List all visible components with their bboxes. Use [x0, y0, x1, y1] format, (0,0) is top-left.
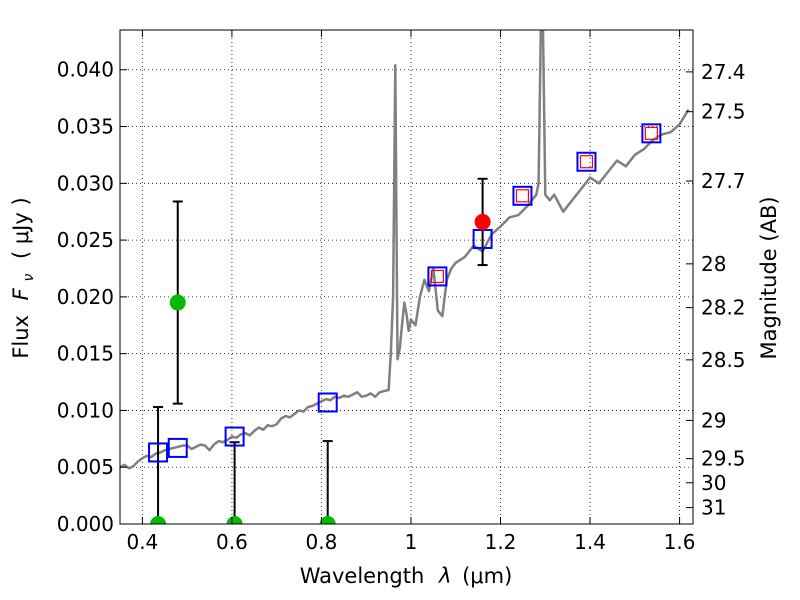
x-axis-title: Wavelength λ (μm)	[300, 564, 513, 588]
model-square-marker	[472, 228, 493, 249]
y2-axis-title: Magnitude (AB)	[757, 196, 781, 359]
y-tick-label: 0.020	[57, 285, 114, 309]
spectrum-line	[120, 30, 690, 470]
data-point-marker	[319, 516, 336, 524]
y-tick-label: 0.035	[57, 115, 114, 139]
y2-tick-label: 28.5	[701, 348, 746, 372]
y-tick-label: 0.025	[57, 228, 114, 252]
y-axis-title-subscript: ν	[21, 274, 37, 282]
y-tick-label: 0.010	[57, 398, 114, 422]
plot-area	[120, 30, 690, 524]
model-square-marker	[317, 392, 338, 413]
y-tick-label: 0.040	[57, 58, 114, 82]
observed-square-marker	[430, 269, 444, 284]
y-tick-label: 0.005	[57, 455, 114, 479]
axes-frame	[119, 29, 694, 525]
x-tick-label: 1	[405, 530, 418, 554]
y2-tick-label: 27.4	[701, 60, 746, 84]
observed-square-marker	[579, 155, 594, 169]
y2-tick-label: 30	[701, 471, 726, 495]
model-square-marker	[427, 266, 448, 287]
x-tick-label: 0.6	[216, 530, 248, 554]
model-square-marker	[224, 426, 245, 447]
grid	[120, 30, 693, 525]
y2-tick-label: 29.5	[701, 447, 746, 471]
x-tick-label: 1.6	[664, 530, 696, 554]
x-tick-label: 0.8	[306, 530, 338, 554]
ticks: 0.4 0.6 0.8 1 1.2 1.4 1.6 0.000 0.005 0.010 0.015 0…	[57, 30, 746, 554]
y2-tick-label: 28.2	[701, 296, 746, 320]
x-tick-label: 1.4	[574, 530, 606, 554]
data-point-marker	[169, 294, 186, 311]
y-axis-title-symbol: F	[9, 287, 33, 300]
y-tick-label: 0.030	[57, 171, 114, 195]
x-axis-title-symbol: λ	[438, 564, 451, 588]
y-axis-title: Flux F ν ( μJy )	[9, 197, 38, 358]
data-point-marker	[150, 516, 167, 524]
model-square-marker	[167, 437, 188, 458]
x-axis-title-text: Wavelength	[300, 564, 425, 588]
y-axis-title-unit: ( μJy )	[9, 197, 33, 259]
x-tick-label: 0.4	[126, 530, 158, 554]
y2-tick-label: 29	[701, 408, 726, 432]
model-square-marker	[148, 442, 169, 463]
x-tick-label: 1.2	[485, 530, 517, 554]
data-point-marker	[474, 213, 491, 230]
model-square-marker	[641, 123, 662, 144]
y2-tick-label: 31	[701, 496, 726, 520]
y2-tick-label: 27.5	[701, 100, 746, 124]
x-axis-title-unit: (μm)	[462, 564, 512, 588]
y-tick-label: 0.000	[57, 512, 114, 536]
observed-square-marker	[515, 189, 530, 203]
model-square-marker	[512, 185, 533, 206]
y-axis-title-text: Flux	[9, 315, 33, 359]
y2-tick-label: 28	[701, 252, 726, 276]
model-square-marker	[576, 151, 597, 172]
observed-square-marker	[644, 126, 658, 140]
data-point-marker	[226, 516, 243, 524]
y2-tick-label: 27.7	[701, 169, 746, 193]
y-tick-label: 0.015	[57, 342, 114, 366]
